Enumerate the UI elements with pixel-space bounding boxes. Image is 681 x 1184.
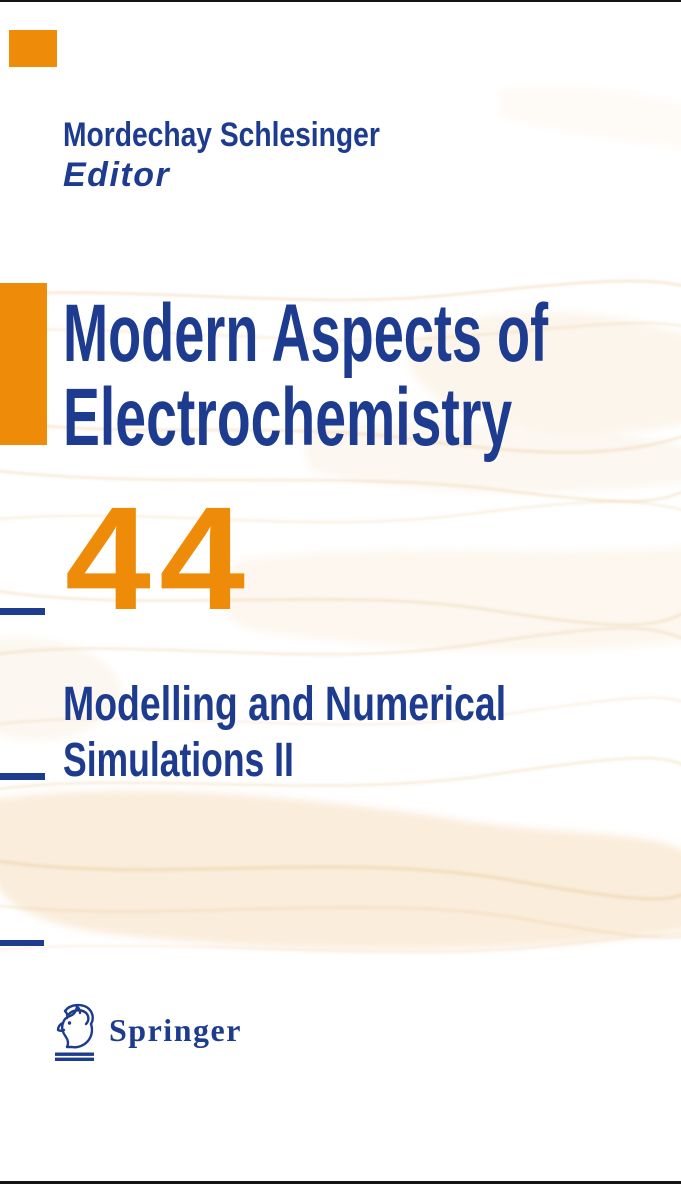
subtitle-line2: Simulations II — [63, 734, 294, 787]
subtitle-line1: Modelling and Numerical — [63, 678, 507, 731]
top-edge-line — [0, 0, 681, 2]
publisher-name: Springer — [109, 1012, 242, 1048]
author-block: Mordechay Schlesinger Editor — [63, 115, 445, 195]
springer-horse-icon — [55, 1003, 94, 1061]
left-dash-2 — [0, 773, 45, 780]
series-corner-square — [9, 30, 57, 67]
series-title-line2: Electrochemistry — [63, 372, 513, 463]
left-dash-1 — [0, 608, 45, 615]
left-dash-3 — [0, 940, 44, 946]
bottom-edge-line — [0, 1181, 681, 1184]
title-accent-bar — [0, 283, 47, 445]
author-name: Mordechay Schlesinger — [63, 116, 380, 154]
editor-role: Editor — [63, 156, 171, 194]
series-title-line1: Modern Aspects of — [63, 288, 549, 379]
volume-number: 44 — [65, 477, 254, 641]
